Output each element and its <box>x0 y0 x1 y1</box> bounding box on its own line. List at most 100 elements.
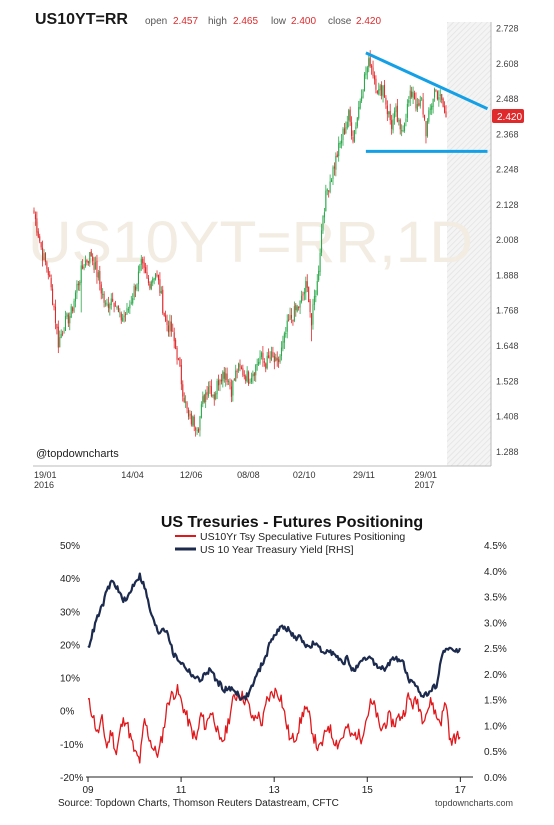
legend-label-positioning: US10Yr Tsy Speculative Futures Positioni… <box>200 531 405 543</box>
candle <box>359 98 361 110</box>
candle <box>143 256 145 274</box>
candle <box>100 281 102 300</box>
candle-body <box>132 298 134 304</box>
candle-body <box>325 190 327 212</box>
candle <box>155 272 157 281</box>
candle <box>93 256 95 274</box>
candle-body <box>293 306 295 321</box>
candle-body <box>315 296 317 298</box>
x-tick-label: 29/11 <box>353 470 375 480</box>
candle <box>395 103 397 117</box>
candle <box>70 303 72 319</box>
left-tick-label: -10% <box>60 740 83 751</box>
candle-body <box>365 72 367 76</box>
candle <box>333 162 335 176</box>
candle <box>346 115 348 130</box>
candle-body <box>302 294 304 296</box>
candle-body <box>419 100 421 107</box>
candle <box>406 99 408 123</box>
candle <box>49 271 51 278</box>
candle <box>338 136 340 162</box>
candle <box>36 211 38 236</box>
candle-body <box>33 210 35 214</box>
candle <box>441 93 443 104</box>
right-tick-label: 0.5% <box>484 747 507 758</box>
candle <box>298 306 300 311</box>
candle-body <box>228 381 230 383</box>
candle-body <box>318 270 320 281</box>
candle-body <box>263 361 265 363</box>
candle <box>332 165 334 185</box>
candle-body <box>84 260 87 267</box>
candle-body <box>361 96 363 101</box>
candle-body <box>331 179 333 183</box>
candle <box>363 72 365 92</box>
candle-body <box>299 300 301 308</box>
candle-body <box>96 260 98 277</box>
candle-body <box>160 290 162 294</box>
candle <box>321 223 323 257</box>
candle <box>86 259 88 266</box>
candle-body <box>80 265 82 283</box>
candle-body <box>212 394 214 396</box>
candle <box>403 122 406 133</box>
candle-body <box>192 416 194 426</box>
candle <box>119 308 121 318</box>
candle <box>309 298 311 318</box>
last-price-text: 2.420 <box>497 112 522 123</box>
candle-body <box>189 414 191 416</box>
candle-body <box>90 251 92 257</box>
candle-body <box>403 123 406 131</box>
candle-body <box>66 313 68 317</box>
candle-body <box>42 247 44 261</box>
candle-body <box>321 230 323 253</box>
candle-body <box>280 347 283 356</box>
candle <box>310 313 313 342</box>
open-key: open <box>145 16 167 27</box>
candle-body <box>369 57 371 67</box>
candle-body <box>322 215 324 231</box>
candle-body <box>243 375 245 377</box>
candle <box>445 105 447 118</box>
candle-body <box>289 314 291 320</box>
candle-body <box>187 409 190 417</box>
candle-body <box>326 189 328 191</box>
candle <box>258 358 260 367</box>
candle-body <box>305 281 307 293</box>
candle <box>165 310 167 323</box>
candle <box>313 289 315 311</box>
x-tick-label: 12/06 <box>180 470 203 480</box>
candle <box>418 98 420 107</box>
candle <box>233 377 235 381</box>
candle-body <box>62 333 64 335</box>
bottom-chart: US Tresuries - Futures Positioning US10Y… <box>58 514 513 809</box>
candle-body <box>359 100 361 109</box>
candle-body <box>249 381 251 383</box>
candle-body <box>137 271 139 285</box>
candle-body <box>142 258 144 264</box>
candle <box>356 117 358 129</box>
candle <box>280 341 283 361</box>
candle <box>229 378 231 390</box>
candle-body <box>276 358 278 361</box>
high-key: high <box>208 16 227 27</box>
candle <box>69 312 71 331</box>
candle <box>110 293 112 310</box>
legend-label-yield: US 10 Year Treasury Yield [RHS] <box>200 544 354 556</box>
candle-body <box>70 306 72 318</box>
candle-body <box>163 313 165 316</box>
candle <box>109 302 111 316</box>
candle-body <box>402 130 404 132</box>
candle-body <box>383 84 386 98</box>
candle-body <box>288 319 290 321</box>
candle-body <box>441 94 443 100</box>
candle-body <box>236 370 238 372</box>
candle <box>353 129 355 143</box>
candle <box>245 374 247 384</box>
chart-title: US Tresuries - Futures Positioning <box>161 514 423 531</box>
candle-body <box>54 306 56 323</box>
candle <box>426 118 428 138</box>
candle-body <box>323 212 325 218</box>
candle-body <box>411 91 413 97</box>
y-tick-label: 2.488 <box>496 94 519 104</box>
